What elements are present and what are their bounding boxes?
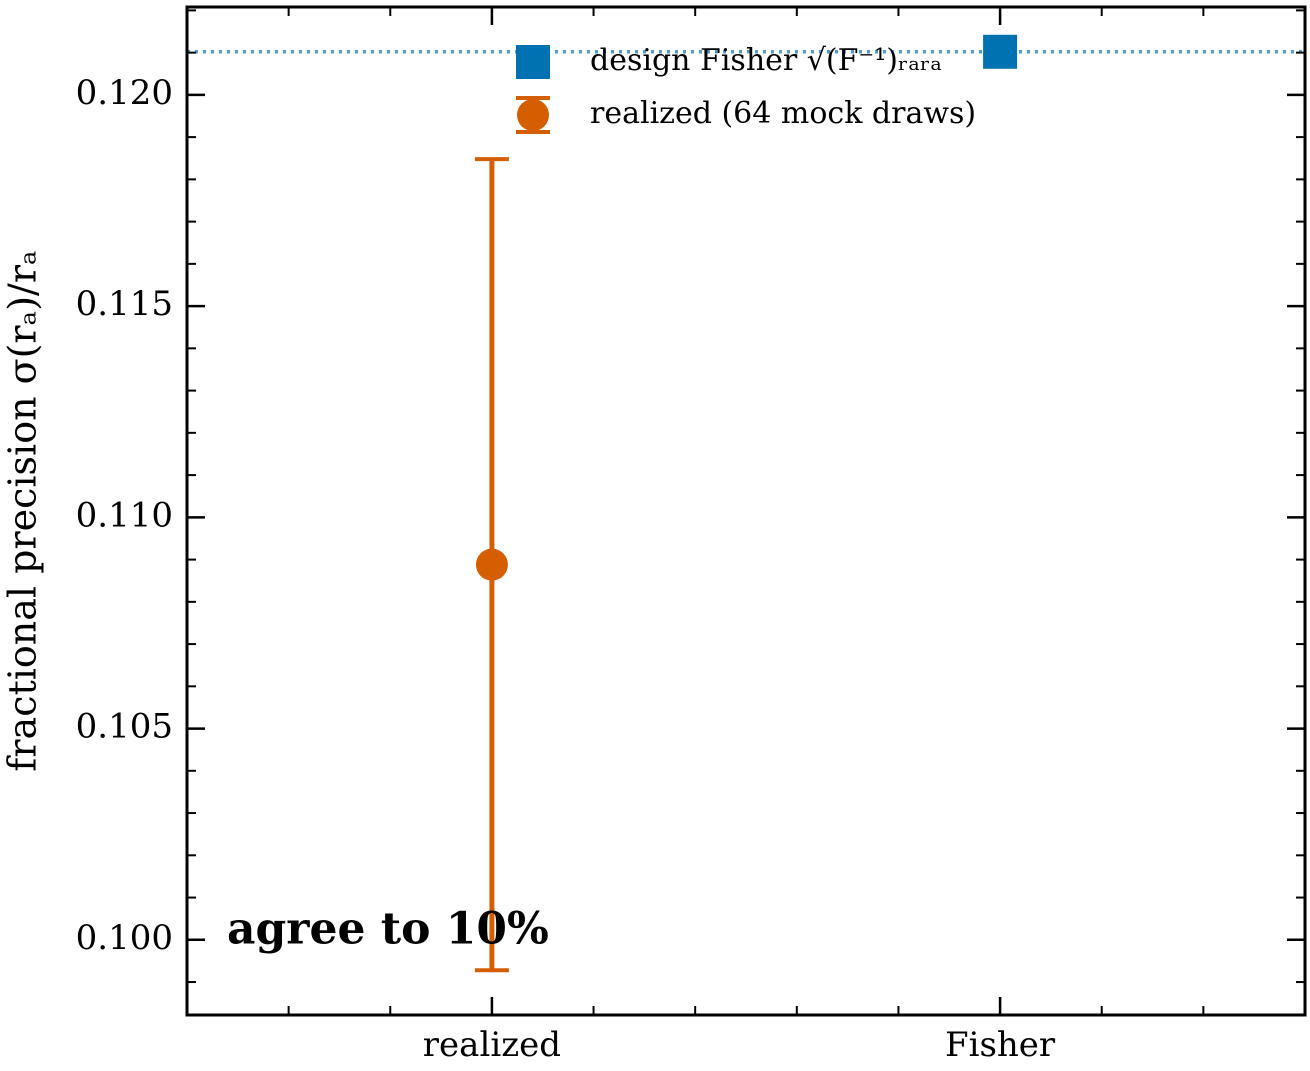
y-tick-label: 0.120 xyxy=(76,73,173,113)
y-tick-label: 0.100 xyxy=(76,918,173,958)
x-tick-label: realized xyxy=(423,1025,561,1065)
legend-label: design Fisher √(F⁻¹)ᵣₐᵣₐ xyxy=(590,43,942,78)
y-tick-label: 0.105 xyxy=(76,707,173,747)
legend-label: realized (64 mock draws) xyxy=(590,96,976,131)
legend-marker xyxy=(517,99,549,131)
y-tick-label: 0.110 xyxy=(76,495,173,535)
marker-circle xyxy=(475,548,508,581)
y-tick-label: 0.115 xyxy=(76,284,173,324)
plot-frame xyxy=(185,5,1307,1017)
annotation: agree to 10% xyxy=(227,904,549,955)
y-axis-label: fractional precision σ(rₐ)/rₐ xyxy=(1,250,45,771)
marker-square xyxy=(983,34,1018,69)
legend-marker xyxy=(516,45,550,79)
x-tick-label: Fisher xyxy=(945,1025,1056,1065)
